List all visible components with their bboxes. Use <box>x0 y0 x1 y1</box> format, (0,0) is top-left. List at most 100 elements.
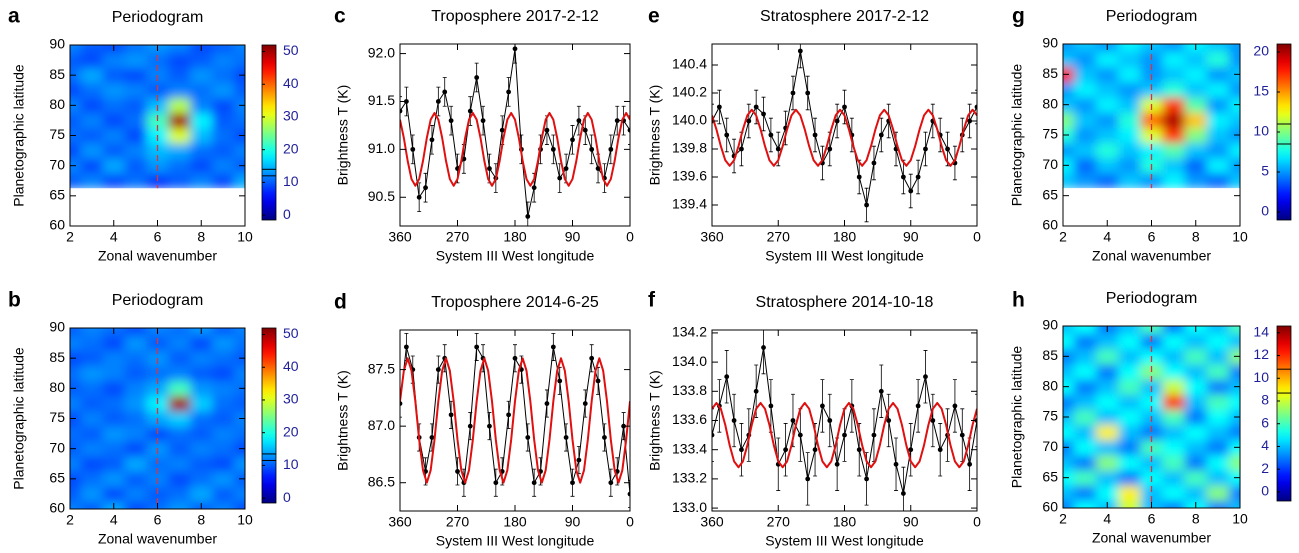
heatmap-cell <box>1162 485 1186 501</box>
heatmap-cell <box>1140 172 1164 189</box>
heatmap-cell <box>1063 394 1075 410</box>
heatmap-cell <box>1162 81 1186 98</box>
chart-title: Troposphere 2017-2-12 <box>431 8 599 25</box>
chart-title: Periodogram <box>1106 290 1198 307</box>
x-tick-label: 8 <box>197 512 205 528</box>
x-axis-label: System III West longitude <box>436 533 595 549</box>
heatmap-cell <box>80 112 104 129</box>
heatmap-cell <box>234 173 245 189</box>
heatmap-cell <box>70 335 82 352</box>
heatmap-cell <box>212 45 235 54</box>
heatmap-cell <box>1162 379 1186 395</box>
heatmap-cell <box>1162 51 1186 68</box>
heatmap-cell <box>1184 470 1208 486</box>
heatmap-cell <box>168 501 191 509</box>
heatmap-cell <box>1228 424 1240 441</box>
data-point <box>937 447 943 453</box>
heatmap-cell <box>80 82 104 99</box>
y-tick-label: 133.0 <box>672 499 707 515</box>
heatmap-cell <box>124 328 148 337</box>
data-point <box>429 435 435 440</box>
x-tick-label: 10 <box>1232 229 1248 245</box>
heatmap-cell <box>1206 363 1230 380</box>
data-point <box>455 469 460 474</box>
heatmap-cell <box>1096 439 1119 456</box>
colorbar-tick-label: 0 <box>1261 203 1269 219</box>
x-tick-label: 90 <box>565 514 581 530</box>
data-point <box>886 418 892 423</box>
heatmap-cell <box>190 441 213 457</box>
panel: b Periodogram Zonal wavenumber Planetograph… <box>8 289 299 547</box>
heatmap-cell <box>1162 363 1186 380</box>
data-point <box>739 146 744 152</box>
x-axis-label: System III West longitude <box>765 533 924 549</box>
heatmap-cell <box>80 471 104 487</box>
y-tick-label: 60 <box>49 500 65 516</box>
heatmap-cell <box>70 173 82 189</box>
x-tick-label: 4 <box>110 512 118 528</box>
x-axis-label: System III West longitude <box>765 248 924 264</box>
y-tick-label: 60 <box>49 217 65 233</box>
heatmap-cell <box>1184 439 1208 456</box>
heatmap-cell <box>212 97 235 114</box>
data-point <box>812 447 818 453</box>
heatmap-cell <box>1228 326 1240 335</box>
heatmap-cell <box>1162 500 1186 508</box>
heatmap-cell <box>1228 363 1240 380</box>
heatmap-cell <box>102 486 126 502</box>
heatmap-cell <box>168 335 191 352</box>
data-point <box>531 185 537 191</box>
error-bar <box>975 393 977 448</box>
heatmap-cell <box>234 501 245 509</box>
data-point <box>570 480 575 486</box>
heatmap-cell <box>212 501 235 509</box>
heatmap-cell <box>124 45 148 54</box>
heatmap-cell <box>1118 81 1141 98</box>
heatmap-cell <box>102 143 126 159</box>
plot-frame <box>1062 43 1241 227</box>
chart-title: Periodogram <box>1106 8 1198 25</box>
heatmap-cell <box>1228 172 1240 189</box>
heatmap-cell <box>168 67 191 84</box>
heatmap-cell <box>168 173 191 189</box>
heatmap-cell <box>80 67 104 84</box>
heatmap-cell <box>212 456 235 472</box>
heatmap-cell <box>102 127 126 144</box>
heatmap-cell <box>124 426 148 442</box>
y-tick-label: 75 <box>49 126 65 142</box>
heatmap-cell <box>102 380 126 397</box>
heatmap-cell <box>212 350 235 367</box>
colorbar-tick-label: 2 <box>1261 460 1269 476</box>
heatmap-cell <box>1096 394 1119 410</box>
heatmap-cell <box>1184 97 1208 113</box>
heatmap-cell <box>1184 112 1208 128</box>
heatmap-cell <box>1118 333 1141 350</box>
y-tick-label: 87.0 <box>368 417 395 433</box>
x-tick-label: 360 <box>388 514 412 530</box>
x-tick-label: 360 <box>700 514 724 530</box>
heatmap-cell <box>1184 394 1208 410</box>
heatmap-cells <box>1063 326 1240 508</box>
heatmap-cell <box>80 143 104 159</box>
heatmap-cell <box>1096 66 1119 83</box>
data-point <box>805 90 811 96</box>
chart-title: Periodogram <box>112 9 204 26</box>
y-tick-label: 91.0 <box>368 140 395 156</box>
heatmap-cell <box>124 158 148 174</box>
y-tick-label: 134.0 <box>672 353 707 369</box>
x-tick-label: 10 <box>237 512 253 528</box>
data-point <box>608 480 614 486</box>
heatmap-cell <box>124 67 148 84</box>
heatmap-cell <box>1063 454 1075 471</box>
data-point <box>761 111 766 117</box>
y-axis-label: Planetographic latitude <box>11 347 27 490</box>
y-tick-label: 140.4 <box>672 56 707 72</box>
plot-frame <box>69 327 246 510</box>
heatmap-cell <box>1074 424 1097 441</box>
colorbar-tick-label: 4 <box>1261 437 1269 453</box>
data-point <box>557 378 563 384</box>
data-point <box>712 432 715 438</box>
heatmap-cell <box>1074 500 1097 508</box>
data-line <box>400 48 630 217</box>
heatmap-cell <box>1063 172 1075 189</box>
